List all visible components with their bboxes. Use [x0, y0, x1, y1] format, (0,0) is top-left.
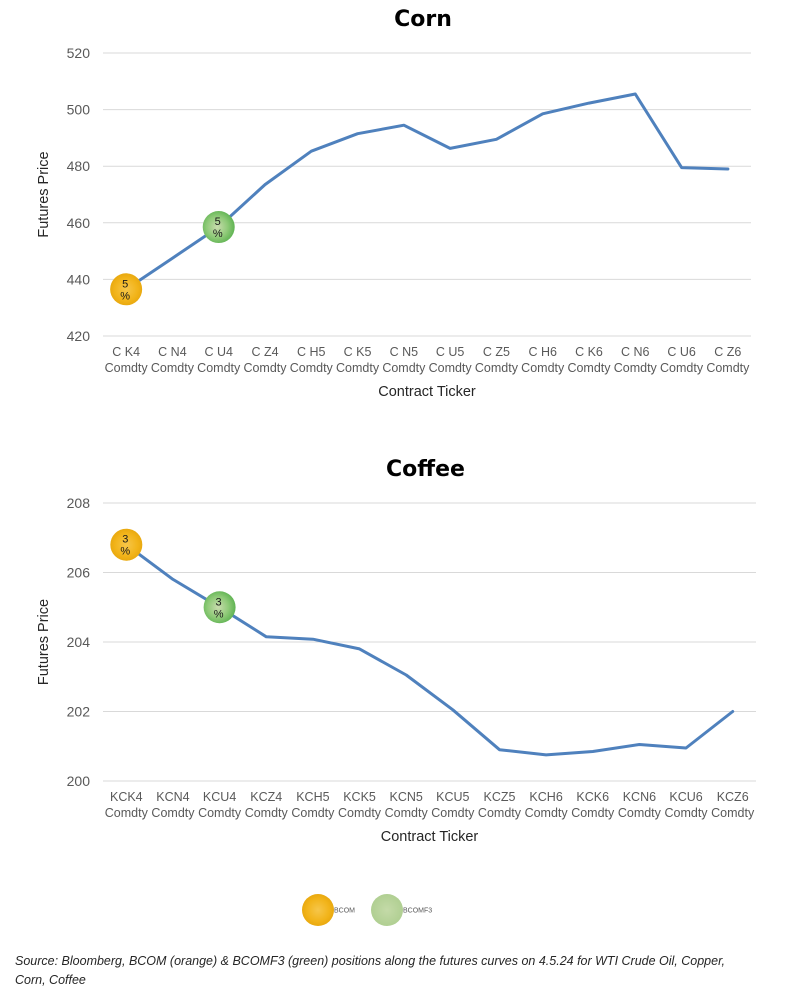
corn-y-axis-label: Futures Price	[36, 151, 52, 237]
legend: BCOM BCOMF3	[302, 894, 432, 926]
x-tick-label: KCZ4	[250, 790, 282, 804]
coffee-y-axis-label: Futures Price	[36, 599, 52, 685]
legend-swatch-bcom	[302, 894, 334, 926]
legend-label-bcom: BCOM	[334, 908, 355, 915]
coffee-bcomf3-marker-label: %	[214, 608, 224, 620]
y-tick-label: 420	[67, 328, 91, 344]
x-tick-label: KCN4	[156, 790, 189, 804]
coffee-series-line	[124, 543, 735, 757]
x-tick-label: Comdty	[245, 806, 289, 820]
x-tick-label: C Z6	[714, 345, 741, 359]
x-tick-label: KCK5	[343, 790, 376, 804]
x-tick-label: Comdty	[711, 806, 755, 820]
x-tick-label: C U5	[436, 345, 465, 359]
x-tick-label: KCK6	[576, 790, 609, 804]
x-tick-label: Comdty	[521, 361, 565, 375]
corn-title: Corn	[394, 7, 452, 32]
x-tick-label: Comdty	[614, 361, 658, 375]
x-tick-label: KCN5	[390, 790, 423, 804]
x-tick-label: Comdty	[567, 361, 611, 375]
corn-series-line	[124, 92, 730, 291]
x-tick-label: C N6	[621, 345, 650, 359]
x-tick-label: Comdty	[475, 361, 519, 375]
x-tick-label: Comdty	[151, 361, 195, 375]
legend-swatch-bcomf3	[371, 894, 403, 926]
x-tick-label: Comdty	[618, 806, 662, 820]
x-tick-label: C U4	[204, 345, 233, 359]
corn-chart: Corn 420 440 460 480 500 520 C K4 Comdty C N4 Comd…	[36, 7, 751, 400]
source-note: Source: Bloomberg, BCOM (orange) & BCOMF…	[15, 954, 726, 987]
coffee-chart: Coffee 200 202 204 206 208 KCK4 Comdty KCN4 Comdt…	[36, 457, 756, 845]
corn-bcomf3-marker-label: 5	[215, 216, 221, 228]
legend-label-bcomf3: BCOMF3	[403, 908, 432, 915]
x-tick-label: KCZ5	[483, 790, 515, 804]
x-tick-label: C H5	[297, 345, 326, 359]
y-tick-label: 204	[67, 634, 91, 650]
y-tick-label: 520	[67, 45, 91, 61]
y-tick-label: 208	[67, 495, 91, 511]
x-tick-label: Comdty	[571, 806, 615, 820]
coffee-x-axis-label: Contract Ticker	[381, 829, 479, 845]
coffee-title: Coffee	[386, 457, 465, 482]
x-tick-label: Comdty	[336, 361, 380, 375]
x-tick-label: Comdty	[382, 361, 426, 375]
x-tick-label: KCU5	[436, 790, 469, 804]
x-tick-label: C N5	[390, 345, 419, 359]
x-tick-label: C K6	[575, 345, 603, 359]
x-tick-label: Comdty	[105, 806, 149, 820]
x-tick-label: C K4	[112, 345, 140, 359]
x-tick-label: C Z4	[251, 345, 278, 359]
corn-bcom-marker-label: %	[120, 290, 130, 302]
x-tick-label: Comdty	[290, 361, 334, 375]
corn-bcom-marker	[110, 273, 143, 306]
corn-bcom-marker-label: 5	[122, 278, 128, 290]
x-tick-label: Comdty	[478, 806, 522, 820]
coffee-bcom-marker-label: 3	[122, 534, 128, 546]
x-tick-label: Comdty	[105, 361, 149, 375]
y-tick-label: 440	[67, 271, 91, 287]
x-tick-label: Comdty	[525, 806, 569, 820]
x-tick-label: Comdty	[338, 806, 382, 820]
x-tick-label: KCH5	[296, 790, 329, 804]
x-tick-label: C U6	[667, 345, 696, 359]
y-tick-label: 206	[67, 565, 91, 581]
x-tick-label: Comdty	[385, 806, 429, 820]
x-tick-label: Comdty	[706, 361, 750, 375]
corn-bcomf3-marker-label: %	[213, 228, 223, 240]
x-tick-label: Comdty	[431, 806, 475, 820]
x-tick-label: KCU4	[203, 790, 236, 804]
x-tick-label: Comdty	[660, 361, 704, 375]
coffee-bcom-marker-label: %	[120, 546, 130, 558]
x-tick-label: KCZ6	[717, 790, 749, 804]
corn-x-axis-label: Contract Ticker	[378, 384, 476, 400]
y-tick-label: 202	[67, 704, 91, 720]
x-tick-label: Comdty	[429, 361, 473, 375]
y-tick-label: 480	[67, 158, 91, 174]
coffee-bcomf3-marker-label: 3	[216, 596, 222, 608]
x-tick-label: C H6	[528, 345, 557, 359]
y-tick-label: 460	[67, 215, 91, 231]
x-tick-label: C K5	[344, 345, 372, 359]
y-tick-label: 200	[67, 773, 91, 789]
x-tick-label: Comdty	[197, 361, 241, 375]
x-tick-label: KCK4	[110, 790, 143, 804]
x-tick-label: Comdty	[664, 806, 708, 820]
x-tick-label: C Z5	[483, 345, 510, 359]
x-tick-label: Comdty	[198, 806, 242, 820]
corn-bcomf3-marker	[202, 211, 235, 244]
x-tick-label: KCU6	[669, 790, 702, 804]
coffee-bcomf3-marker	[203, 591, 236, 624]
coffee-bcom-marker	[110, 528, 143, 561]
x-tick-label: Comdty	[291, 806, 335, 820]
y-tick-label: 500	[67, 102, 91, 118]
x-tick-label: Comdty	[151, 806, 195, 820]
x-tick-label: KCN6	[623, 790, 656, 804]
x-tick-label: C N4	[158, 345, 187, 359]
x-tick-label: KCH6	[529, 790, 562, 804]
x-tick-label: Comdty	[243, 361, 287, 375]
